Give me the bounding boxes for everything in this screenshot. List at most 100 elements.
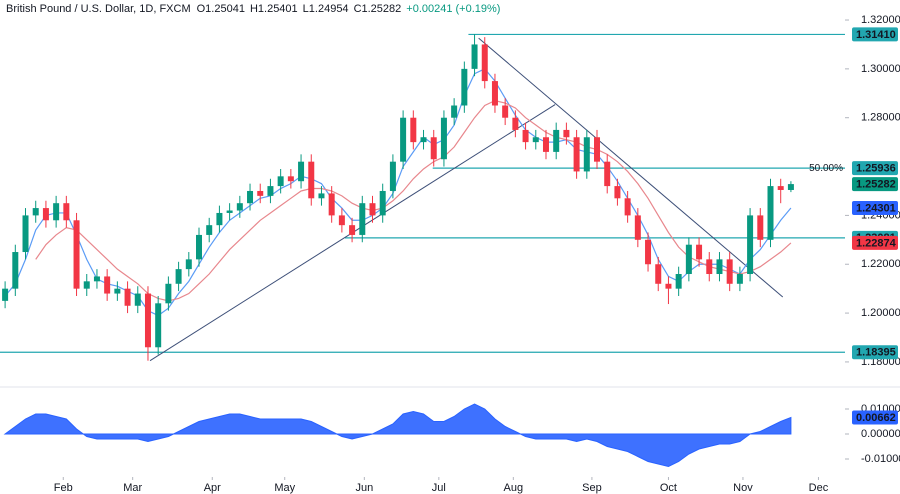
candle-body bbox=[22, 215, 29, 253]
trendline bbox=[478, 37, 784, 298]
level-note: 50.00% bbox=[809, 163, 843, 174]
osc-tick-label: 0.00000 bbox=[861, 428, 900, 440]
candle-body bbox=[583, 137, 590, 172]
candle-body bbox=[206, 225, 213, 235]
candle-body bbox=[645, 239, 652, 265]
candle-body bbox=[277, 176, 284, 187]
x-tick-label: Feb bbox=[54, 482, 73, 494]
ma-label-box bbox=[852, 235, 898, 250]
ma-label-text: 1.24301 bbox=[856, 202, 896, 214]
oscillator-area bbox=[3, 403, 792, 468]
symbol: British Pound / U.S. Dollar, 1D, FXCM bbox=[6, 3, 191, 15]
candle-body bbox=[685, 244, 692, 275]
level-label-text: 1.31410 bbox=[856, 29, 896, 41]
candle-body bbox=[706, 259, 713, 275]
candle-body bbox=[553, 129, 560, 152]
candle-body bbox=[614, 186, 621, 199]
level-label: 1.18395 bbox=[852, 345, 898, 360]
ohlc-low: L1.24954 bbox=[303, 3, 349, 15]
candle-body bbox=[542, 137, 549, 152]
last-price-label-text: 1.25282 bbox=[856, 178, 896, 190]
x-tick-label: Oct bbox=[660, 482, 677, 494]
candle-body bbox=[144, 293, 151, 348]
candle-body bbox=[451, 105, 458, 118]
candle-body bbox=[257, 190, 264, 196]
candle-body bbox=[308, 161, 315, 199]
x-tick-label: May bbox=[274, 482, 295, 494]
osc-label-box bbox=[852, 410, 898, 425]
candle-body bbox=[400, 117, 407, 162]
candle-body bbox=[655, 264, 662, 284]
last-price-label-box bbox=[852, 177, 898, 192]
x-tick-label: Sep bbox=[582, 482, 602, 494]
candle-body bbox=[634, 215, 641, 240]
candle-body bbox=[2, 288, 9, 301]
ohlc-close: C1.25282 bbox=[354, 3, 402, 15]
candle-body bbox=[226, 210, 233, 213]
level-label-text: 1.18395 bbox=[856, 347, 896, 359]
candle-body bbox=[736, 274, 743, 284]
candle-body bbox=[338, 215, 345, 226]
candle-body bbox=[247, 190, 254, 204]
candle-body bbox=[349, 225, 356, 235]
y-tick-label: 1.22000 bbox=[861, 258, 900, 270]
candle-body bbox=[420, 137, 427, 143]
candle-body bbox=[175, 269, 182, 284]
candle-body bbox=[267, 186, 274, 196]
candle-body bbox=[389, 161, 396, 191]
candle-body bbox=[185, 259, 192, 270]
candle-body bbox=[573, 137, 580, 172]
candle-body bbox=[604, 161, 611, 187]
candle-body bbox=[696, 244, 703, 260]
candle-body bbox=[461, 68, 468, 106]
x-tick-label: Aug bbox=[504, 482, 524, 494]
candle-body bbox=[165, 283, 172, 304]
candle-body bbox=[471, 44, 478, 69]
candle-body bbox=[73, 220, 80, 289]
ohlc-high: H1.25401 bbox=[250, 3, 298, 15]
candle-body bbox=[53, 203, 60, 221]
candle-body bbox=[379, 190, 386, 216]
candle-body bbox=[328, 193, 335, 216]
candle-body bbox=[114, 288, 121, 294]
ohlc-open: O1.25041 bbox=[197, 3, 245, 15]
level-label-box bbox=[852, 345, 898, 360]
candle-body bbox=[512, 117, 519, 130]
candle-body bbox=[440, 117, 447, 160]
x-tick-label: Apr bbox=[204, 482, 221, 494]
candle-body bbox=[747, 215, 754, 275]
candle-body bbox=[124, 288, 131, 306]
ma-label-text: 1.22874 bbox=[856, 237, 897, 249]
candle-body bbox=[675, 274, 682, 289]
candle-body bbox=[42, 208, 49, 221]
candle-body bbox=[12, 252, 19, 289]
y-tick-label: 1.20000 bbox=[861, 307, 900, 319]
candle-body bbox=[491, 81, 498, 106]
header: British Pound / U.S. Dollar, 1D, FXCM O1.… bbox=[6, 3, 500, 15]
osc-label-text: 0.00662 bbox=[856, 412, 896, 424]
x-tick-label: Nov bbox=[733, 482, 753, 494]
ma-label: 1.24301 bbox=[852, 201, 898, 216]
candle-body bbox=[318, 193, 325, 199]
candle-body bbox=[83, 281, 90, 289]
candle-body bbox=[787, 184, 794, 190]
last-price-label: 1.25282 bbox=[852, 177, 898, 192]
osc-tick-label: -0.01000 bbox=[861, 453, 900, 465]
candle-body bbox=[716, 259, 723, 275]
y-tick-label: 1.30000 bbox=[861, 63, 900, 75]
candle-body bbox=[726, 259, 733, 284]
candle-body bbox=[563, 129, 570, 138]
candle-body bbox=[502, 105, 509, 118]
x-tick-label: Jun bbox=[355, 482, 373, 494]
y-tick-label: 1.28000 bbox=[861, 112, 900, 124]
x-tick-label: Jul bbox=[432, 482, 446, 494]
candle-body bbox=[522, 129, 529, 143]
ma-label-box bbox=[852, 201, 898, 216]
candle-body bbox=[155, 303, 162, 348]
level-label-box bbox=[852, 161, 898, 176]
candle-body bbox=[236, 203, 243, 211]
candle-body bbox=[287, 176, 294, 182]
candle-body bbox=[410, 117, 417, 143]
